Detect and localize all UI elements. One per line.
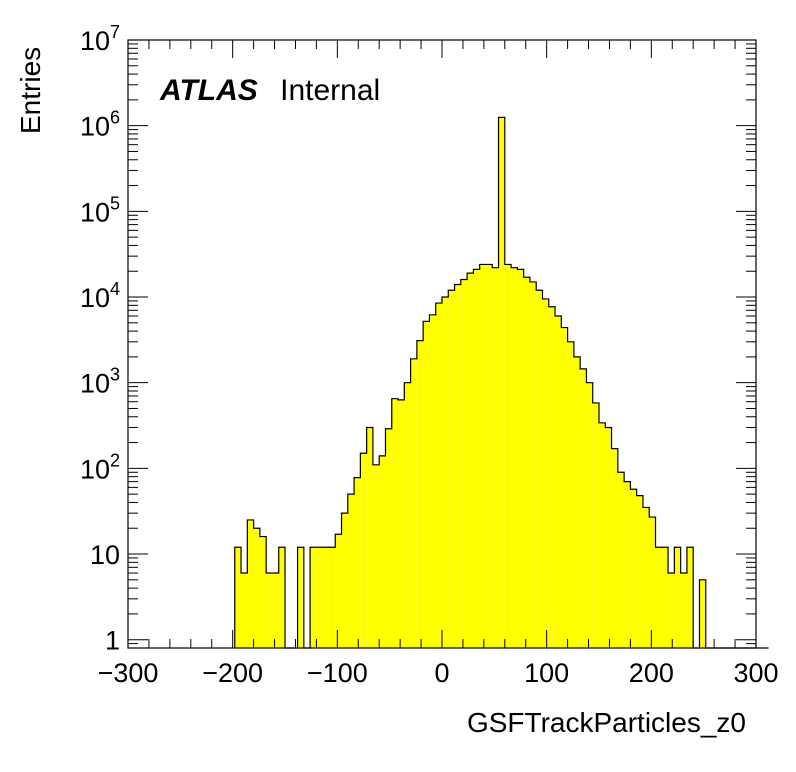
histogram-bar bbox=[642, 507, 650, 648]
x-tick-label: −200 bbox=[202, 658, 263, 688]
y-tick-label: 107 bbox=[80, 22, 120, 56]
x-tick-label: 200 bbox=[629, 658, 674, 688]
histogram-bar bbox=[517, 269, 524, 648]
y-tick-label: 104 bbox=[80, 279, 120, 313]
histogram-bars bbox=[234, 116, 769, 649]
x-tick-label: −300 bbox=[98, 658, 159, 688]
histogram-bar bbox=[442, 297, 449, 648]
histogram-bar bbox=[234, 547, 242, 648]
histogram-bar bbox=[297, 547, 304, 648]
histogram-bar bbox=[467, 273, 474, 648]
histogram-bar bbox=[360, 453, 367, 648]
histogram-outline bbox=[234, 116, 769, 649]
y-tick-label: 10 bbox=[90, 540, 120, 570]
histogram-bar bbox=[372, 464, 380, 648]
x-tick-label: 300 bbox=[733, 658, 778, 688]
histogram-bar bbox=[617, 472, 625, 648]
histogram-bar bbox=[504, 264, 512, 648]
atlas-label-internal: Internal bbox=[280, 74, 380, 107]
histogram-bar bbox=[630, 489, 637, 648]
histogram-bar bbox=[485, 264, 493, 648]
histogram-bar bbox=[266, 573, 273, 648]
histogram-bar bbox=[379, 455, 386, 648]
histogram-bar bbox=[316, 547, 323, 648]
histogram-bar bbox=[661, 547, 669, 648]
histogram-bar bbox=[272, 573, 279, 648]
histogram-bar bbox=[674, 547, 681, 648]
y-tick-label: 103 bbox=[80, 365, 120, 399]
histogram-bar bbox=[278, 547, 285, 648]
histogram-bar bbox=[573, 356, 581, 648]
histogram-bar bbox=[404, 382, 411, 648]
x-tick-label: 0 bbox=[434, 658, 449, 688]
histogram-bar bbox=[555, 316, 562, 648]
histogram-bar bbox=[241, 573, 248, 648]
histogram-bar bbox=[479, 264, 486, 648]
atlas-label-bold: ATLAS bbox=[159, 74, 258, 107]
histogram-bar bbox=[592, 402, 599, 648]
histogram-bar bbox=[416, 340, 424, 648]
histogram-bar bbox=[341, 513, 348, 648]
histogram-bar bbox=[454, 284, 461, 648]
histogram-bar bbox=[435, 303, 442, 648]
y-axis-label: Entries bbox=[15, 47, 46, 134]
axis-ticks bbox=[127, 39, 757, 649]
histogram-bar bbox=[668, 573, 675, 648]
histogram-bar bbox=[247, 519, 254, 648]
histogram-bar bbox=[542, 298, 549, 648]
histogram-bar bbox=[492, 267, 499, 648]
histogram-bar bbox=[385, 428, 392, 648]
histogram-bar bbox=[511, 267, 518, 648]
histogram-bar bbox=[599, 422, 606, 648]
histogram-bar bbox=[460, 279, 468, 648]
histogram-bar bbox=[398, 399, 405, 648]
y-tick-labels: 1 10 102 103 104 105 106 107 bbox=[80, 22, 120, 656]
histogram-bar bbox=[536, 290, 543, 648]
histogram-bar bbox=[253, 528, 260, 648]
histogram-bar bbox=[366, 427, 373, 648]
histogram-bar bbox=[448, 290, 455, 648]
histogram-bar bbox=[680, 573, 687, 648]
histogram-bar bbox=[655, 547, 662, 648]
atlas-label: ATLAS Internal bbox=[159, 74, 380, 107]
histogram-bar bbox=[548, 306, 556, 648]
histogram-bar bbox=[605, 427, 612, 648]
histogram-bar bbox=[328, 547, 336, 648]
histogram-bar bbox=[322, 547, 329, 648]
histogram-bar bbox=[473, 269, 480, 648]
histogram-bar bbox=[391, 398, 399, 648]
histogram-bar bbox=[580, 368, 587, 648]
histogram-bar bbox=[354, 477, 361, 648]
histogram-bar bbox=[498, 117, 505, 649]
histogram-bar bbox=[611, 448, 618, 648]
y-tick-label: 106 bbox=[80, 108, 120, 142]
histogram-bar bbox=[310, 547, 317, 648]
x-tick-label: 100 bbox=[524, 658, 569, 688]
histogram-bar bbox=[259, 536, 267, 648]
histogram-bar bbox=[686, 547, 694, 648]
histogram-bar bbox=[624, 481, 631, 648]
x-tick-label: −100 bbox=[307, 658, 368, 688]
histogram-bar bbox=[649, 517, 656, 648]
histogram-bar bbox=[523, 277, 530, 648]
y-tick-label: 102 bbox=[80, 450, 120, 484]
histogram-bar bbox=[586, 382, 593, 648]
histogram-bar bbox=[429, 314, 436, 648]
histogram-bar bbox=[423, 321, 430, 648]
y-tick-label: 105 bbox=[80, 193, 120, 227]
histogram-bar bbox=[699, 579, 706, 648]
y-tick-label: 1 bbox=[105, 626, 120, 656]
histogram-bar bbox=[335, 534, 342, 648]
histogram-bar bbox=[347, 494, 355, 648]
histogram-bar bbox=[636, 495, 643, 648]
x-axis-label: GSFTrackParticles_z0 bbox=[467, 707, 746, 738]
histogram-bar bbox=[561, 327, 568, 648]
x-tick-labels: −300 −200 −100 0 100 200 300 bbox=[98, 658, 779, 688]
histogram-bar bbox=[567, 341, 574, 648]
histogram-bar bbox=[410, 358, 417, 648]
histogram-bar bbox=[529, 281, 537, 648]
